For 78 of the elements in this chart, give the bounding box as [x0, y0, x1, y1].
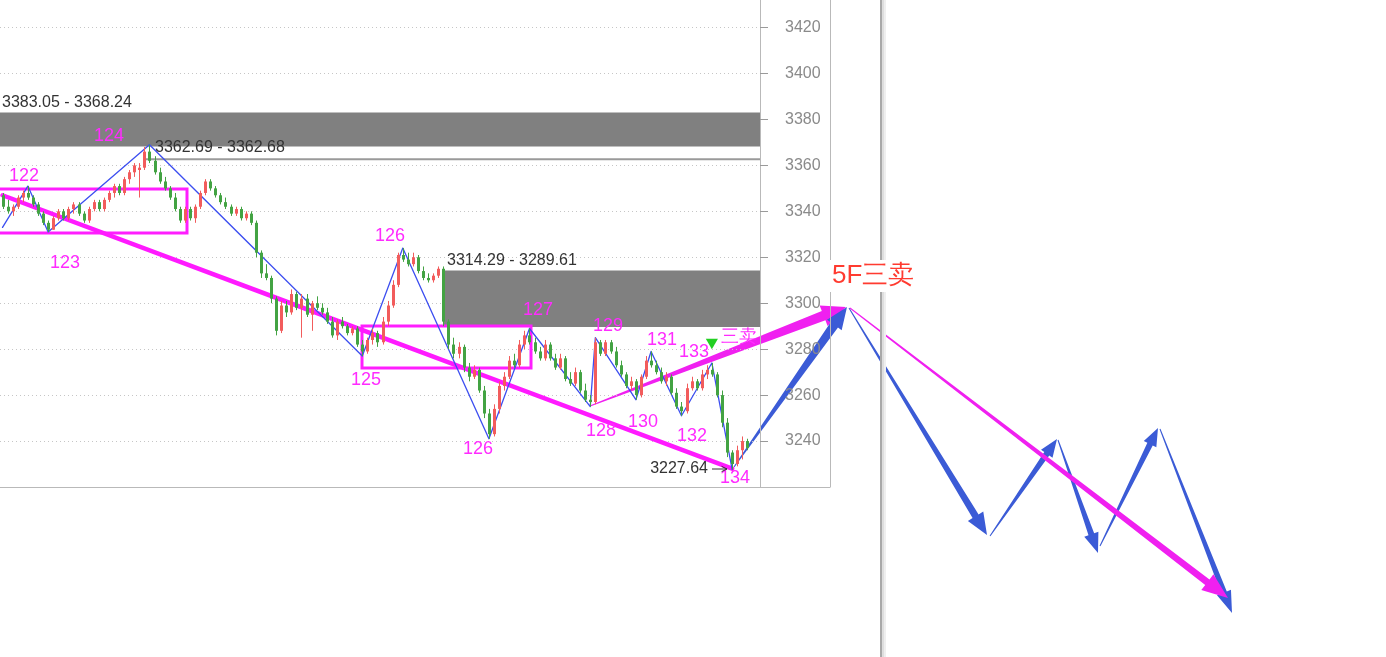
- candlestick: [614, 346, 619, 369]
- candlestick: [198, 190, 203, 210]
- y-tick-label: 3240: [785, 431, 821, 449]
- candlestick: [517, 339, 522, 369]
- annotation: 133: [678, 340, 710, 361]
- candlestick: [330, 316, 335, 339]
- candlestick: [305, 293, 310, 318]
- annotation: 127: [522, 298, 554, 319]
- y-tick-label: 3260: [785, 385, 821, 403]
- candlestick: [669, 373, 674, 396]
- candlestick: [548, 341, 553, 362]
- annotation: 122: [8, 164, 40, 185]
- candlestick: [467, 362, 472, 382]
- y-tick-label: 3340: [785, 201, 821, 219]
- candlestick: [269, 275, 274, 304]
- candlestick: [502, 371, 507, 392]
- candlestick: [573, 367, 578, 387]
- candlestick: [685, 383, 690, 414]
- y-tick-label: 3420: [785, 17, 821, 35]
- annotation: 123: [49, 251, 81, 272]
- y-tick-label: 3300: [785, 293, 821, 311]
- candlestick: [391, 279, 396, 309]
- annotation: 三卖: [721, 325, 757, 346]
- annotation: 126: [462, 437, 494, 458]
- y-tick-label: 3380: [785, 109, 821, 127]
- annotation: 132: [676, 424, 708, 445]
- candlestick: [142, 146, 147, 171]
- candlestick: [735, 445, 740, 467]
- candlestick: [462, 344, 467, 373]
- candlestick: [294, 291, 299, 311]
- candlestick: [193, 203, 198, 224]
- candlestick: [477, 367, 482, 394]
- y-tick-label: 3400: [785, 63, 821, 81]
- y-tick-label: 3360: [785, 155, 821, 173]
- candlestick: [543, 339, 548, 362]
- candlestick: [700, 369, 705, 392]
- candlestick: [355, 325, 360, 348]
- candlestick: [715, 371, 720, 398]
- candlestick: [386, 300, 391, 327]
- annotation: 124: [93, 124, 125, 145]
- candlestick: [147, 144, 152, 164]
- candlestick: [578, 369, 583, 394]
- candlestick: [674, 387, 679, 410]
- y-tick-label: 3320: [785, 247, 821, 265]
- band-label: 3314.29 - 3289.61: [447, 251, 577, 269]
- candlestick: [507, 355, 512, 380]
- annotation: 130: [627, 410, 659, 431]
- candlestick: [522, 330, 527, 350]
- candlestick: [381, 316, 386, 346]
- text: 5F三卖: [832, 259, 915, 290]
- candlestick: [634, 378, 639, 401]
- annotation: 125: [350, 368, 382, 389]
- candlestick: [730, 449, 735, 470]
- annotation: 126: [374, 224, 406, 245]
- candlestick: [583, 383, 588, 403]
- candlestick: [497, 380, 502, 414]
- candlestick: [416, 254, 421, 274]
- annotation: 3227.64: [650, 459, 709, 477]
- band-label: 3383.05 - 3368.24: [2, 93, 132, 111]
- annotation: 131: [646, 328, 678, 349]
- candlestick: [644, 355, 649, 380]
- candlestick: [482, 385, 487, 419]
- candlestick: [259, 249, 264, 279]
- candlestick: [153, 155, 158, 176]
- candlestick: [487, 408, 492, 440]
- candlestick: [299, 293, 304, 339]
- candlestick: [740, 435, 745, 460]
- candlestick: [310, 300, 315, 332]
- candlestick: [289, 288, 294, 316]
- candlestick: [335, 318, 340, 341]
- annotation: 134: [719, 466, 751, 487]
- candlestick: [446, 318, 451, 350]
- annotation: 128: [585, 419, 617, 440]
- candlestick: [122, 176, 127, 196]
- candlestick: [563, 355, 568, 382]
- candlestick: [639, 373, 644, 398]
- candlestick: [173, 192, 178, 212]
- candlestick: [451, 337, 456, 359]
